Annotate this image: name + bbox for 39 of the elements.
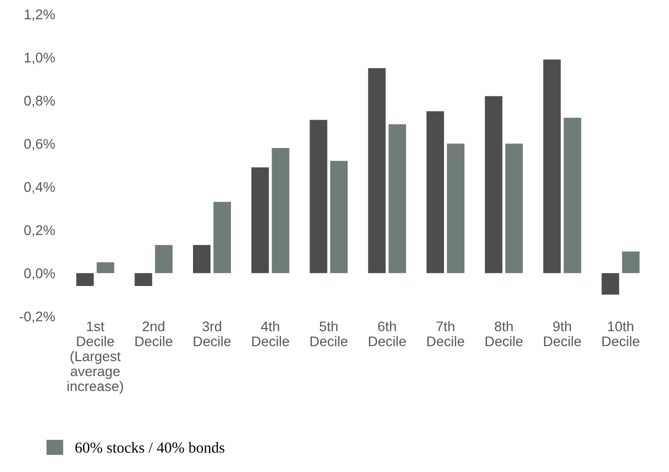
bar bbox=[76, 273, 94, 286]
bar bbox=[484, 96, 502, 274]
bar bbox=[446, 144, 464, 274]
bar bbox=[310, 120, 328, 274]
bar bbox=[193, 245, 211, 274]
bar bbox=[505, 144, 523, 274]
bar bbox=[96, 262, 114, 274]
x-tick-label: 4th Decile bbox=[252, 321, 290, 346]
x-tick-label: 8th Decile bbox=[486, 321, 523, 346]
bar bbox=[368, 68, 386, 274]
x-tick-label: 1st Decile (Largest average increase) bbox=[68, 322, 123, 394]
bar bbox=[134, 273, 152, 286]
bar bbox=[602, 273, 620, 295]
bar bbox=[213, 202, 231, 274]
y-tick-label: 0,4% bbox=[24, 182, 55, 194]
bar bbox=[272, 148, 290, 274]
y-tick-label: 0,6% bbox=[24, 138, 55, 150]
bar bbox=[388, 124, 406, 274]
y-tick-label: 1,0% bbox=[24, 52, 55, 64]
bar bbox=[426, 111, 444, 274]
x-tick-label: 10th Decile bbox=[602, 321, 640, 346]
x-tick-label: 6th Decile bbox=[368, 321, 406, 346]
bar bbox=[622, 252, 640, 274]
y-tick-label: 0,0% bbox=[24, 268, 55, 280]
y-tick-label: -0,2% bbox=[20, 312, 55, 324]
x-tick-label: 9th Decile bbox=[544, 321, 581, 346]
y-tick-label: 1,2% bbox=[24, 9, 55, 21]
x-tick-label: 3rd Decile bbox=[194, 321, 231, 346]
x-tick-label: 7th Decile bbox=[427, 321, 464, 346]
bar bbox=[251, 167, 269, 274]
y-tick-label: 0,8% bbox=[24, 96, 55, 108]
legend-label: 60% stocks / 40% bonds bbox=[75, 442, 224, 453]
x-tick-label: 5th Decile bbox=[310, 321, 348, 346]
bar bbox=[564, 118, 582, 274]
x-tick-label: 2nd Decile bbox=[135, 321, 172, 346]
bar bbox=[543, 59, 561, 274]
bar bbox=[155, 245, 173, 274]
bar bbox=[330, 160, 348, 274]
y-tick-label: 0,2% bbox=[24, 225, 55, 237]
